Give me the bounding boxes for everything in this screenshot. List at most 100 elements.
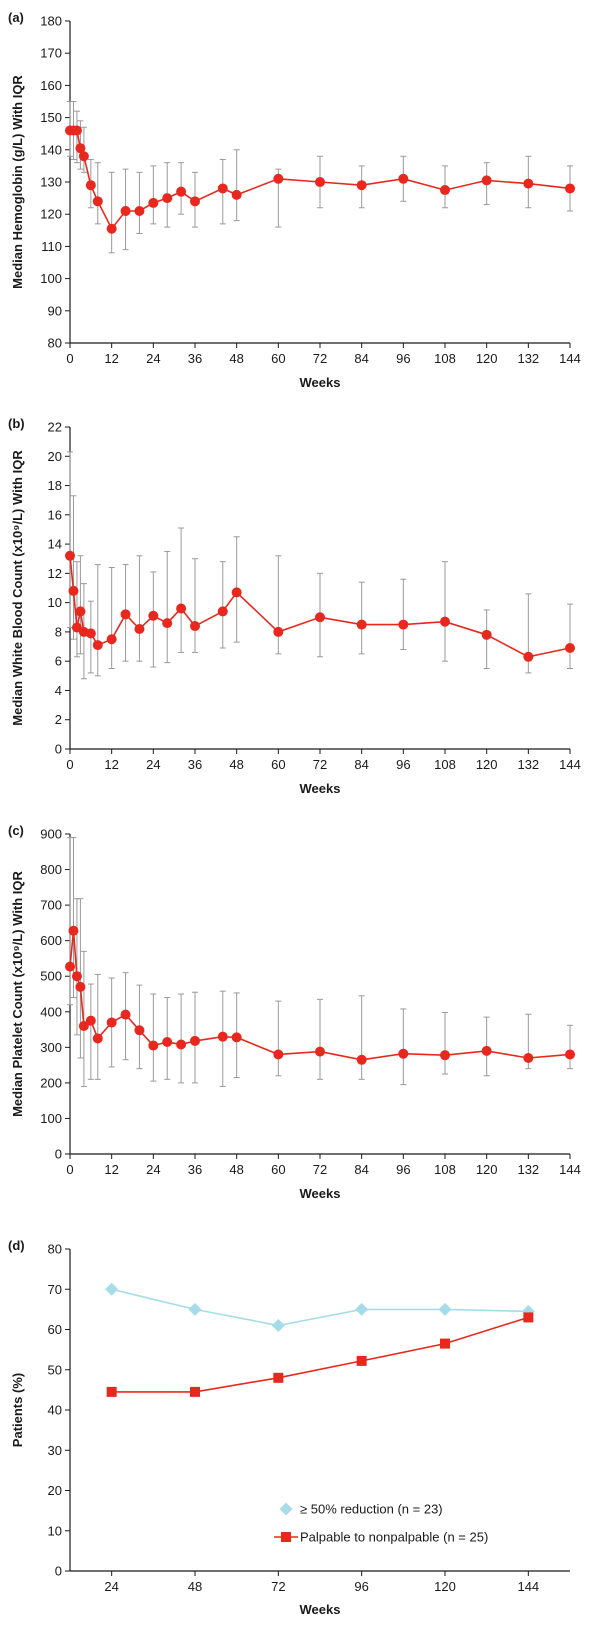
data-point [398, 1048, 409, 1059]
y-tick-label: 100 [40, 1111, 62, 1126]
y-tick-label: 4 [55, 683, 62, 698]
x-tick-label: 84 [354, 757, 368, 772]
x-axis-title: Weeks [300, 375, 341, 390]
data-point [78, 1021, 89, 1031]
data-point-square [190, 1386, 200, 1397]
y-axis-title: Median Hemoglobin (g/L) With IQR [10, 75, 25, 289]
y-tick-label: 180 [40, 14, 62, 29]
y-tick-label: 900 [40, 827, 62, 842]
x-axis-title: Weeks [300, 781, 341, 796]
data-point [92, 1033, 103, 1044]
y-axis-title: Patients (%) [10, 1373, 25, 1447]
data-point [106, 634, 117, 645]
data-point [85, 1015, 96, 1026]
data-point-square [440, 1338, 450, 1349]
data-point [440, 616, 450, 627]
x-tick-label: 24 [146, 1162, 160, 1177]
data-point [162, 1037, 173, 1047]
data-point [565, 1049, 575, 1060]
data-point [134, 1025, 145, 1036]
x-tick-label: 72 [313, 351, 327, 366]
x-tick-label: 0 [66, 351, 73, 366]
y-tick-label: 16 [48, 507, 62, 522]
x-tick-label: 60 [271, 1162, 285, 1177]
data-point [315, 1046, 325, 1057]
x-tick-label: 48 [229, 351, 243, 366]
legend-label-1: Palpable to nonpalpable (n = 25) [300, 1530, 488, 1545]
data-point [356, 1054, 367, 1065]
y-tick-label: 200 [40, 1075, 62, 1090]
x-tick-label: 144 [559, 1162, 581, 1177]
data-point-square [273, 1372, 284, 1383]
data-point [523, 651, 534, 662]
y-tick-label: 6 [55, 654, 62, 669]
data-point [481, 629, 492, 640]
data-point [78, 151, 89, 162]
data-point [217, 1031, 228, 1042]
y-tick-label: 2 [55, 712, 62, 727]
x-tick-label: 72 [313, 1162, 327, 1177]
panel-label: (c) [8, 823, 24, 838]
legend-label-0: ≥ 50% reduction (n = 23) [300, 1502, 443, 1517]
y-tick-label: 120 [40, 207, 62, 222]
y-tick-label: 60 [48, 1322, 62, 1337]
y-tick-label: 20 [48, 1483, 62, 1498]
x-tick-label: 144 [517, 1579, 539, 1594]
data-point [120, 609, 131, 620]
data-point [176, 603, 187, 614]
y-tick-label: 130 [40, 175, 62, 190]
series-line-0 [111, 1288, 529, 1327]
data-point [75, 981, 86, 992]
x-tick-label: 108 [434, 757, 456, 772]
x-tick-label: 120 [434, 1579, 456, 1594]
data-point [176, 1039, 187, 1050]
x-tick-label: 96 [396, 351, 410, 366]
x-tick-label: 96 [396, 757, 410, 772]
x-tick-label: 96 [396, 1162, 410, 1177]
y-tick-label: 70 [48, 1282, 62, 1297]
x-axis-title: Weeks [300, 1186, 341, 1201]
x-tick-label: 24 [104, 1579, 118, 1594]
data-point-diamond [271, 1318, 285, 1332]
data-point-diamond [355, 1302, 369, 1316]
data-point [85, 628, 96, 639]
y-tick-label: 400 [40, 1004, 62, 1019]
y-tick-label: 80 [48, 336, 62, 351]
x-tick-label: 132 [517, 757, 539, 772]
y-tick-label: 90 [48, 303, 62, 318]
x-tick-label: 12 [104, 351, 118, 366]
x-tick-label: 0 [66, 1162, 73, 1177]
x-tick-label: 84 [354, 1162, 368, 1177]
data-point [71, 971, 82, 982]
x-tick-label: 120 [476, 757, 498, 772]
data-point-square [356, 1355, 367, 1366]
x-tick-label: 144 [559, 351, 581, 366]
data-point [134, 623, 145, 634]
y-tick-label: 40 [48, 1403, 62, 1418]
data-point [523, 178, 534, 189]
panel-label: (d) [8, 1238, 25, 1253]
x-tick-label: 96 [354, 1579, 368, 1594]
data-point [68, 585, 79, 596]
data-point [85, 180, 96, 191]
data-point [231, 1032, 242, 1043]
x-tick-label: 48 [229, 1162, 243, 1177]
x-tick-label: 36 [188, 351, 202, 366]
chart-panel-2: (c) 0 100 200 300 400 500 600 700 800 900 0 12 24 36 48… [8, 823, 581, 1201]
y-tick-label: 160 [40, 78, 62, 93]
y-tick-label: 10 [48, 1523, 62, 1538]
y-tick-label: 150 [40, 110, 62, 125]
data-point [231, 189, 242, 200]
data-point [440, 1050, 450, 1061]
y-tick-label: 300 [40, 1040, 62, 1055]
data-point [106, 223, 117, 234]
chart-panel-3: (d) 0 10 20 30 40 50 60 70 80 24 48 72 96 120 144 Weeks P… [8, 1238, 570, 1617]
x-tick-label: 108 [434, 351, 456, 366]
y-tick-label: 600 [40, 933, 62, 948]
data-point [273, 1049, 284, 1060]
data-point [190, 621, 200, 632]
data-point [356, 180, 367, 191]
data-point-square [523, 1312, 534, 1323]
data-point [120, 1009, 131, 1020]
